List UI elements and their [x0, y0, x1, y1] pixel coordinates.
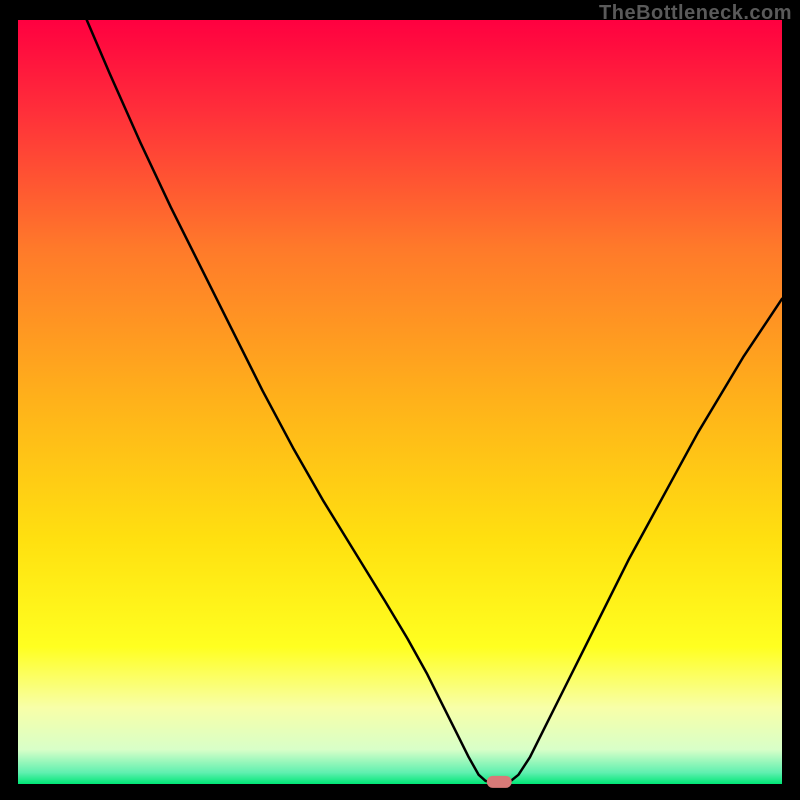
- plot-area: [18, 20, 782, 784]
- chart-svg: [18, 20, 782, 784]
- chart-container: TheBottleneck.com: [0, 0, 800, 800]
- gradient-background: [18, 20, 782, 784]
- watermark-text: TheBottleneck.com: [599, 2, 792, 25]
- optimum-marker: [487, 776, 511, 788]
